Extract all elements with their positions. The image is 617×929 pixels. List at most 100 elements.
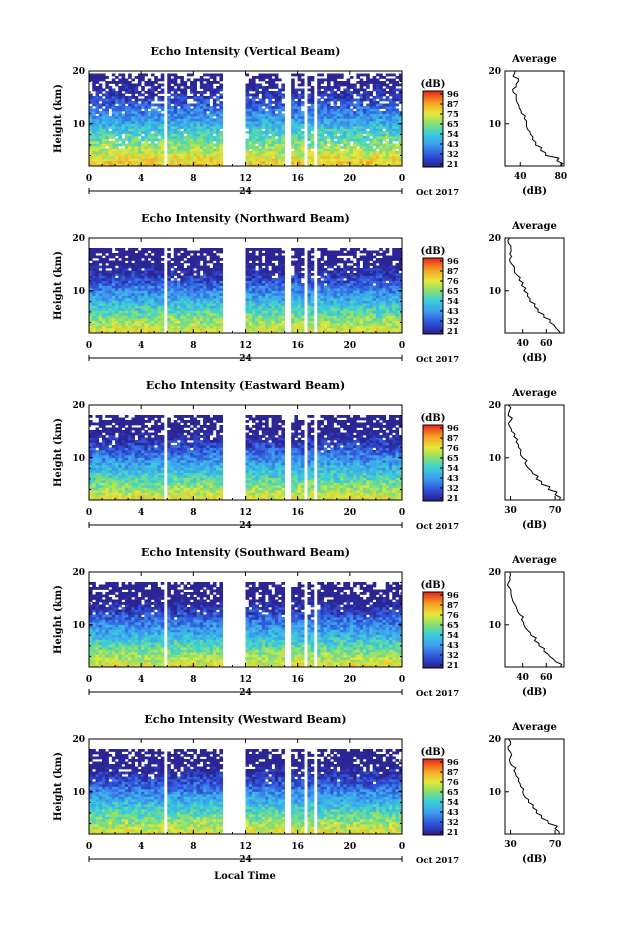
heatmap-cell (173, 146, 178, 149)
heatmap-cell (356, 161, 360, 164)
heatmap-cell (359, 78, 364, 82)
heatmap-cell (307, 263, 312, 266)
heatmap-cell (89, 106, 93, 109)
heatmap-cell (216, 298, 220, 301)
heatmap-cell (219, 318, 224, 321)
heatmap-cell (95, 260, 100, 264)
heatmap-cell (170, 323, 175, 326)
heatmap-cell (258, 128, 263, 132)
heatmap-cell (327, 161, 331, 164)
heatmap-cell (252, 133, 256, 137)
heatmap-cell (157, 265, 162, 269)
heatmap-cell (199, 295, 204, 299)
heatmap-cell (196, 111, 201, 114)
heatmap-cell (379, 116, 383, 119)
heatmap-cell (115, 106, 119, 109)
heatmap-cell (196, 310, 201, 314)
heatmap-cell (111, 116, 116, 119)
heatmap-cell (323, 131, 328, 134)
heatmap-cell (108, 103, 113, 107)
heatmap-cell (291, 263, 295, 266)
heatmap-cell (300, 88, 305, 92)
heatmap-cell (196, 121, 201, 124)
heatmap-cell (310, 106, 315, 109)
heatmap-cell (89, 278, 93, 281)
heatmap-cell (206, 253, 210, 256)
heatmap-cell (294, 123, 299, 127)
heatmap-cell (353, 133, 357, 137)
heatmap-cell (248, 300, 253, 304)
heatmap-cell (265, 153, 269, 157)
heatmap-cell (183, 111, 188, 114)
heatmap-cell (167, 288, 171, 291)
heatmap-cell (160, 163, 165, 167)
heatmap-cell (118, 161, 122, 164)
heatmap-cell (206, 106, 210, 109)
heatmap-cell (137, 128, 142, 132)
heatmap-cell (124, 153, 129, 157)
heatmap-cell (310, 143, 315, 147)
heatmap-cell (268, 325, 272, 329)
heatmap-cell (92, 270, 96, 274)
heatmap-cell (323, 280, 328, 284)
heatmap-cell (323, 146, 328, 149)
heatmap-cell (89, 148, 93, 152)
heatmap-cell (137, 270, 142, 274)
heatmap-cell (173, 293, 178, 296)
heatmap-cell (98, 300, 103, 304)
heatmap-cell (330, 323, 334, 326)
heatmap-cell (252, 136, 256, 139)
heatmap-cell (212, 151, 217, 154)
heatmap-cell (333, 313, 338, 316)
heatmap-cell (196, 96, 201, 99)
heatmap-cell (274, 131, 279, 134)
heatmap-cell (177, 101, 181, 104)
heatmap-cell (362, 116, 367, 119)
heatmap-cell (369, 116, 374, 119)
heatmap-cell (252, 293, 256, 296)
heatmap-cell (196, 300, 201, 304)
heatmap-cell (362, 146, 367, 149)
heatmap-cell (297, 248, 302, 251)
heatmap-cell (255, 300, 259, 304)
heatmap-cell (111, 131, 116, 134)
heatmap-cell (245, 318, 250, 321)
heatmap-cell (248, 131, 253, 134)
heatmap-cell (343, 146, 347, 149)
heatmap-cell (281, 136, 285, 139)
heatmap-cell (134, 88, 139, 92)
heatmap-cell (310, 250, 315, 254)
heatmap-cell (261, 320, 266, 324)
heatmap-cell (258, 270, 263, 274)
heatmap-cell (330, 113, 334, 117)
heatmap-cell (183, 101, 188, 104)
heatmap-cell (128, 290, 132, 294)
heatmap-cell (167, 273, 171, 276)
heatmap-cell (105, 318, 109, 321)
heatmap-cell (346, 86, 351, 89)
heatmap-cell (336, 106, 341, 109)
heatmap-cell (219, 303, 224, 306)
heatmap-cell (291, 81, 295, 84)
heatmap-cell (245, 138, 250, 142)
heatmap-cell (258, 253, 263, 256)
heatmap-cell (392, 131, 396, 134)
heatmap-cell (147, 103, 152, 107)
heatmap-cell (157, 305, 162, 309)
heatmap-cell (255, 153, 259, 157)
heatmap-cell (92, 151, 96, 154)
heatmap-cell (108, 96, 113, 99)
heatmap-cell (177, 153, 181, 157)
heatmap-cell (281, 325, 285, 329)
heatmap-cell (395, 88, 400, 92)
profile-x-tick-label: 80 (555, 172, 568, 182)
heatmap-cell (343, 283, 347, 286)
date-label: Oct 2017 (416, 188, 459, 198)
heatmap-cell (102, 285, 106, 289)
heatmap-cell (102, 158, 106, 162)
heatmap-cell (92, 143, 96, 147)
heatmap-cell (173, 290, 178, 294)
heatmap-cell (245, 121, 250, 124)
heatmap-cell (183, 153, 188, 157)
heatmap-cell (375, 91, 380, 94)
